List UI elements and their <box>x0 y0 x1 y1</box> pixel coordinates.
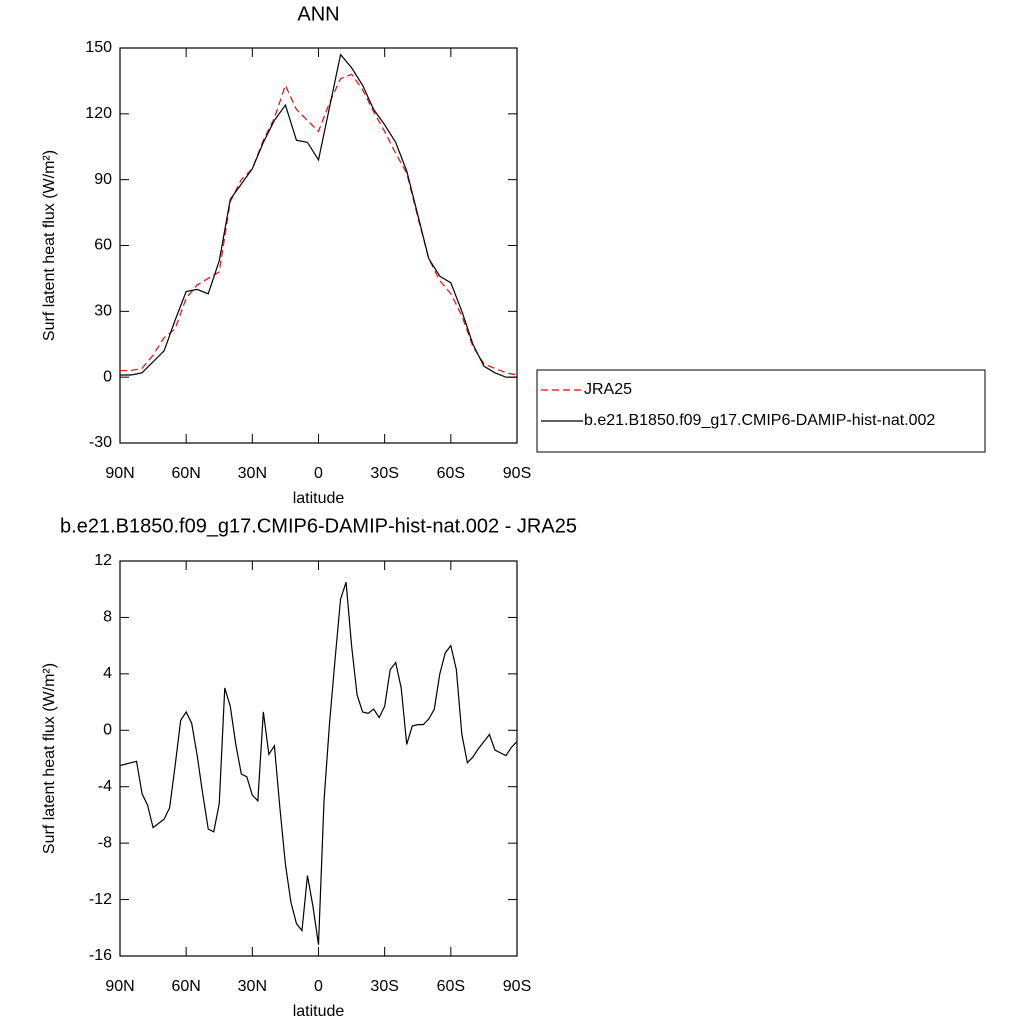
x-tick-label: 30S <box>370 978 398 995</box>
y-tick-label: 150 <box>85 39 112 56</box>
x-tick-label: 30N <box>238 978 267 995</box>
legend-box <box>536 369 986 453</box>
x-tick-label: 30S <box>370 465 398 482</box>
x-axis-label: latitude <box>293 490 345 507</box>
y-tick-label: -12 <box>89 891 112 908</box>
y-tick-label: 90 <box>94 171 112 188</box>
y-tick-label: 0 <box>103 368 112 385</box>
y-tick-label: 0 <box>103 722 112 739</box>
plot-frame <box>119 560 518 957</box>
x-tick-label: 60N <box>171 465 200 482</box>
y-tick-label: 60 <box>94 237 112 254</box>
x-axis-label: latitude <box>293 1003 345 1020</box>
x-tick-label: 0 <box>314 978 323 995</box>
x-tick-label: 90N <box>105 978 134 995</box>
x-tick-label: 30N <box>238 465 267 482</box>
y-tick-label: -30 <box>89 434 112 451</box>
data-line <box>120 73 518 376</box>
chart-title: b.e21.B1850.f09_g17.CMIP6-DAMIP-hist-nat… <box>60 515 577 537</box>
y-tick-label: 4 <box>103 665 112 682</box>
x-tick-label: 60N <box>171 978 200 995</box>
x-tick-label: 60S <box>437 465 465 482</box>
legend-label: JRA25 <box>584 381 632 398</box>
x-tick-label: 60S <box>437 978 465 995</box>
plot-frame <box>119 47 518 444</box>
x-tick-label: 0 <box>314 465 323 482</box>
y-tick-label: -16 <box>89 947 112 964</box>
x-tick-label: 90N <box>105 465 134 482</box>
y-tick-label: 30 <box>94 303 112 320</box>
y-tick-label: 8 <box>103 609 112 626</box>
data-line <box>119 581 518 945</box>
y-tick-label: -4 <box>98 778 112 795</box>
y-axis-label: Surf latent heat flux (W/m²) <box>41 663 58 854</box>
y-tick-label: 12 <box>94 552 112 569</box>
x-tick-label: 90S <box>503 465 531 482</box>
x-tick-label: 90S <box>503 978 531 995</box>
legend-label: b.e21.B1850.f09_g17.CMIP6-DAMIP-hist-nat… <box>584 412 935 429</box>
y-axis-label: Surf latent heat flux (W/m²) <box>41 150 58 341</box>
data-line <box>120 53 517 378</box>
y-tick-label: 120 <box>85 105 112 122</box>
chart-title: ANN <box>297 3 339 25</box>
y-tick-label: -8 <box>98 834 112 851</box>
